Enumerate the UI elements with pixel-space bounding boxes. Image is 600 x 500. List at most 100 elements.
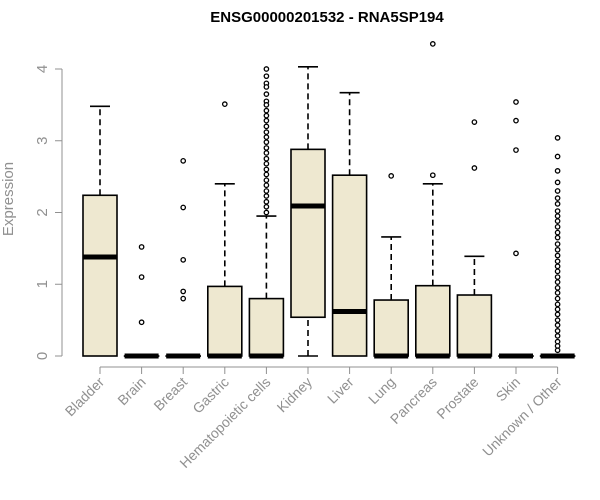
outlier-point <box>180 288 187 295</box>
x-tick-label: Brain <box>114 374 148 408</box>
outlier-point <box>263 66 270 72</box>
outlier-point <box>263 203 270 210</box>
y-tick-label: 1 <box>34 280 51 288</box>
outlier-point <box>221 101 228 108</box>
outlier-point <box>554 179 561 186</box>
outlier-point <box>263 117 270 124</box>
outlier-point <box>429 41 436 47</box>
outlier-point <box>554 201 561 207</box>
box <box>373 299 410 357</box>
outlier-point <box>554 252 561 259</box>
outlier-point <box>263 171 270 178</box>
outlier-point <box>263 182 270 189</box>
x-tick-label: Bladder <box>62 374 108 420</box>
y-tick-label: 0 <box>34 352 51 360</box>
outlier-point <box>180 257 187 263</box>
outlier-point <box>513 117 519 124</box>
outlier-point <box>554 208 561 214</box>
box-group <box>123 244 160 359</box>
outlier-point <box>263 73 270 80</box>
x-tick-label: Skin <box>493 374 524 405</box>
outlier-point <box>513 99 519 105</box>
outlier-point <box>263 139 270 146</box>
box-group <box>373 173 410 359</box>
outlier-point <box>471 165 478 171</box>
box <box>414 284 451 357</box>
outlier-point <box>263 129 270 135</box>
box-group <box>248 66 285 359</box>
outlier-point <box>554 333 561 339</box>
outlier-point <box>554 279 561 285</box>
outlier-point <box>263 145 270 151</box>
outlier-point <box>554 347 561 354</box>
outlier-point <box>554 229 561 236</box>
outlier-point <box>263 91 270 97</box>
outlier-point <box>554 301 561 308</box>
chart-title: ENSG00000201532 - RNA5SP194 <box>210 9 444 26</box>
outlier-point <box>554 295 561 302</box>
box-group <box>539 135 576 359</box>
outlier-point <box>263 123 270 130</box>
outlier-point <box>554 311 561 318</box>
outlier-point <box>471 119 478 125</box>
outlier-point <box>263 150 270 156</box>
box <box>456 294 493 357</box>
outlier-point <box>263 166 270 173</box>
outlier-point <box>263 209 270 216</box>
y-tick-label: 2 <box>34 208 51 216</box>
outlier-point <box>554 328 561 334</box>
box-group <box>165 157 201 359</box>
y-axis-label: Expression <box>0 162 17 236</box>
outlier-point <box>263 102 270 108</box>
outlier-point <box>263 155 270 162</box>
box-group <box>290 66 326 357</box>
outlier-point <box>554 168 561 174</box>
box-group <box>207 101 243 359</box>
y-tick-label: 4 <box>34 65 51 73</box>
outlier-point <box>554 306 561 313</box>
outlier-point <box>263 177 270 184</box>
x-tick-label: Lung <box>365 374 398 407</box>
outlier-point <box>138 244 145 250</box>
outlier-point <box>263 112 270 119</box>
x-tick-label: Kidney <box>274 374 316 416</box>
x-tick-label: Liver <box>324 374 357 407</box>
outlier-point <box>513 147 519 153</box>
outlier-point <box>263 188 270 194</box>
box <box>207 285 243 357</box>
outlier-point <box>554 284 561 291</box>
outlier-point <box>180 157 187 164</box>
outlier-point <box>554 135 561 141</box>
outlier-point <box>263 84 270 90</box>
outlier-point <box>429 172 436 179</box>
outlier-point <box>263 134 270 141</box>
outlier-point <box>554 258 561 265</box>
outlier-point <box>554 195 561 201</box>
outlier-point <box>554 322 561 328</box>
box <box>248 297 285 357</box>
outlier-point <box>554 224 561 230</box>
box-group <box>498 99 534 359</box>
outlier-point <box>554 218 561 224</box>
outlier-point <box>554 246 561 253</box>
box <box>82 194 118 357</box>
outlier-point <box>180 204 187 211</box>
outlier-point <box>180 295 187 302</box>
box-group <box>456 119 493 359</box>
outlier-point <box>263 160 270 167</box>
outlier-point <box>263 193 270 199</box>
box <box>290 148 326 319</box>
outlier-point <box>138 274 145 280</box>
outlier-point <box>263 107 270 114</box>
x-tick-label: Breast <box>150 374 190 414</box>
box-group <box>414 41 451 359</box>
outlier-point <box>513 250 519 257</box>
outlier-point <box>554 263 561 270</box>
outlier-point <box>554 268 561 275</box>
plot-area <box>82 41 576 359</box>
outlier-point <box>554 188 561 194</box>
outlier-point <box>554 317 561 323</box>
box-group <box>82 105 118 357</box>
